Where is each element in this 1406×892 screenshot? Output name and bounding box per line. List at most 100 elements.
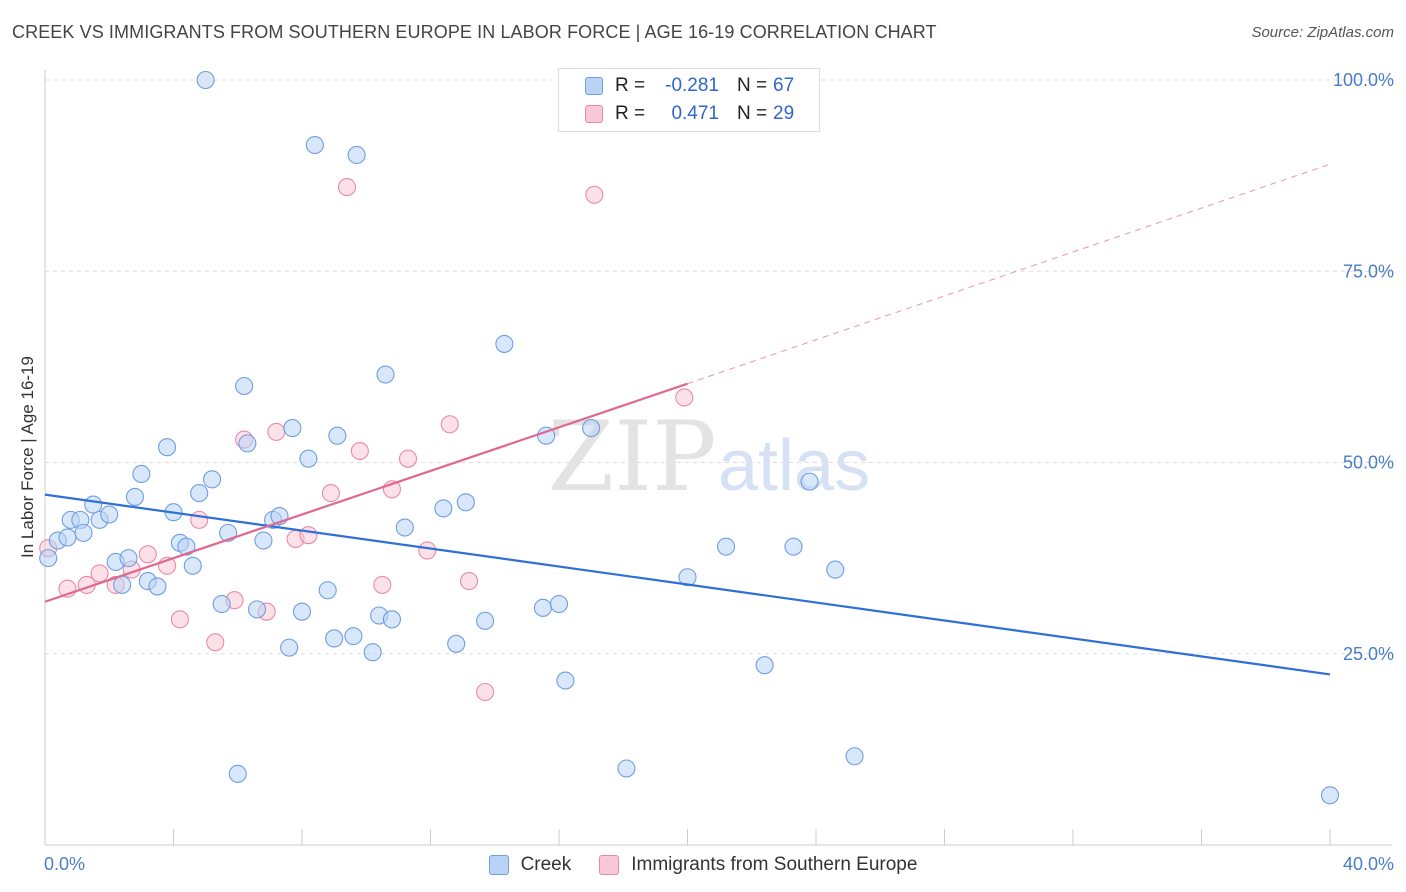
creek-point — [247, 600, 267, 619]
creek-point — [376, 365, 395, 384]
series-legend: Creek Immigrants from Southern Europe — [0, 852, 1406, 878]
creek-point — [716, 537, 736, 556]
creek-point — [299, 449, 318, 468]
chart-title: CREEK VS IMMIGRANTS FROM SOUTHERN EUROPE… — [12, 22, 937, 42]
legend-row-creek: R = -0.281 N = 67 — [585, 73, 794, 99]
legend-swatch-immigrants — [585, 105, 603, 123]
creek-point — [203, 470, 222, 489]
immigrants-point — [170, 610, 189, 629]
creek-point — [456, 493, 475, 512]
creek-point — [363, 643, 382, 662]
legend-label-creek: Creek — [520, 854, 572, 875]
source-label: Source: ZipAtlas.com — [1251, 24, 1394, 41]
immigrants-point — [138, 545, 157, 564]
y-tick-label: 75.0% — [1343, 261, 1394, 281]
creek-point — [132, 464, 151, 484]
y-axis-label: In Labor Force | Age 16-19 — [18, 356, 37, 558]
creek-point — [845, 747, 864, 766]
creek-point — [280, 638, 299, 657]
axes — [44, 70, 1392, 846]
immigrants-point — [337, 178, 357, 197]
immigrants-point — [267, 422, 286, 441]
creek-point — [74, 523, 93, 542]
creek-point — [325, 629, 344, 648]
immigrants-point — [321, 484, 340, 503]
n-value: 29 — [773, 103, 795, 124]
legend-row-immigrants: R = 0.471 N = 29 — [585, 101, 794, 127]
creek-point — [784, 537, 803, 556]
creek-point — [1320, 786, 1340, 805]
creek-point — [826, 560, 845, 579]
creek-point — [39, 549, 58, 568]
creek-point — [100, 505, 119, 524]
immigrants-point — [90, 564, 109, 583]
creek-point — [212, 594, 231, 614]
creek-point — [678, 568, 697, 587]
immigrants-point — [206, 633, 225, 652]
creek-point — [556, 671, 575, 690]
immigrants-point — [350, 441, 369, 461]
creek-point — [395, 518, 414, 537]
immigrants-point — [299, 526, 318, 545]
creek-point — [58, 528, 77, 547]
creek-point — [235, 376, 254, 396]
creek-trend-line — [44, 493, 1331, 676]
immigrants-point — [440, 415, 459, 434]
r-value: 0.471 — [671, 103, 719, 124]
creek-point — [254, 531, 273, 550]
x-tick-label-min: 0.0% — [44, 854, 85, 874]
creek-point — [382, 610, 402, 629]
correlation-legend: R = -0.281 N = 67 R = 0.471 N = 29 — [558, 68, 820, 132]
creek-point — [533, 598, 552, 617]
legend-swatch-creek — [488, 855, 509, 875]
creek-point — [113, 575, 132, 594]
immigrants-point — [398, 449, 418, 468]
creek-point — [582, 419, 601, 438]
creek-point — [318, 581, 337, 600]
immigrants-point — [418, 541, 437, 560]
creek-point — [119, 549, 138, 568]
y-tick-label: 25.0% — [1343, 644, 1394, 664]
legend-label-immigrants: Immigrants from Southern Europe — [631, 854, 918, 875]
immigrants-point — [373, 575, 392, 594]
legend-item-immigrants[interactable]: Immigrants from Southern Europe — [599, 854, 917, 876]
n-value: 67 — [773, 75, 795, 96]
y-tick-labels: 25.0% 50.0% 75.0% 100.0% — [1333, 70, 1394, 664]
watermark: ZIP atlas — [547, 401, 870, 513]
creek-point — [800, 472, 819, 491]
n-label: N = — [737, 103, 768, 124]
legend-item-creek[interactable]: Creek — [488, 854, 572, 876]
n-label: N = — [737, 75, 768, 96]
immigrants-point — [459, 572, 479, 591]
immigrants-point — [190, 510, 209, 529]
creek-point — [84, 495, 103, 514]
creek-point — [292, 602, 312, 621]
r-label: R = — [615, 75, 646, 96]
creek-point — [434, 499, 453, 518]
watermark-zip: ZIP — [547, 401, 716, 513]
creek-point — [344, 627, 363, 646]
creek-point — [228, 764, 247, 783]
creek-point — [190, 484, 209, 503]
creek-point — [549, 594, 569, 614]
legend-swatch-creek — [585, 77, 603, 95]
immigrants-trend-line — [44, 382, 688, 603]
creek-point — [305, 135, 324, 155]
creek-point — [238, 434, 257, 453]
creek-point — [755, 656, 774, 675]
immigrants-point — [476, 682, 495, 702]
data-points — [39, 70, 1340, 805]
creek-point — [283, 419, 302, 438]
legend-swatch-immigrants — [599, 855, 620, 875]
creek-point — [476, 611, 495, 630]
creek-point — [177, 537, 196, 556]
creek-point — [328, 426, 347, 445]
creek-point — [347, 145, 366, 165]
immigrants-point — [675, 388, 694, 407]
immigrants-trend-extension — [687, 163, 1331, 385]
creek-point — [537, 426, 556, 445]
watermark-atlas: atlas — [718, 426, 870, 506]
y-tick-label: 50.0% — [1343, 453, 1394, 473]
creek-point — [447, 634, 466, 653]
